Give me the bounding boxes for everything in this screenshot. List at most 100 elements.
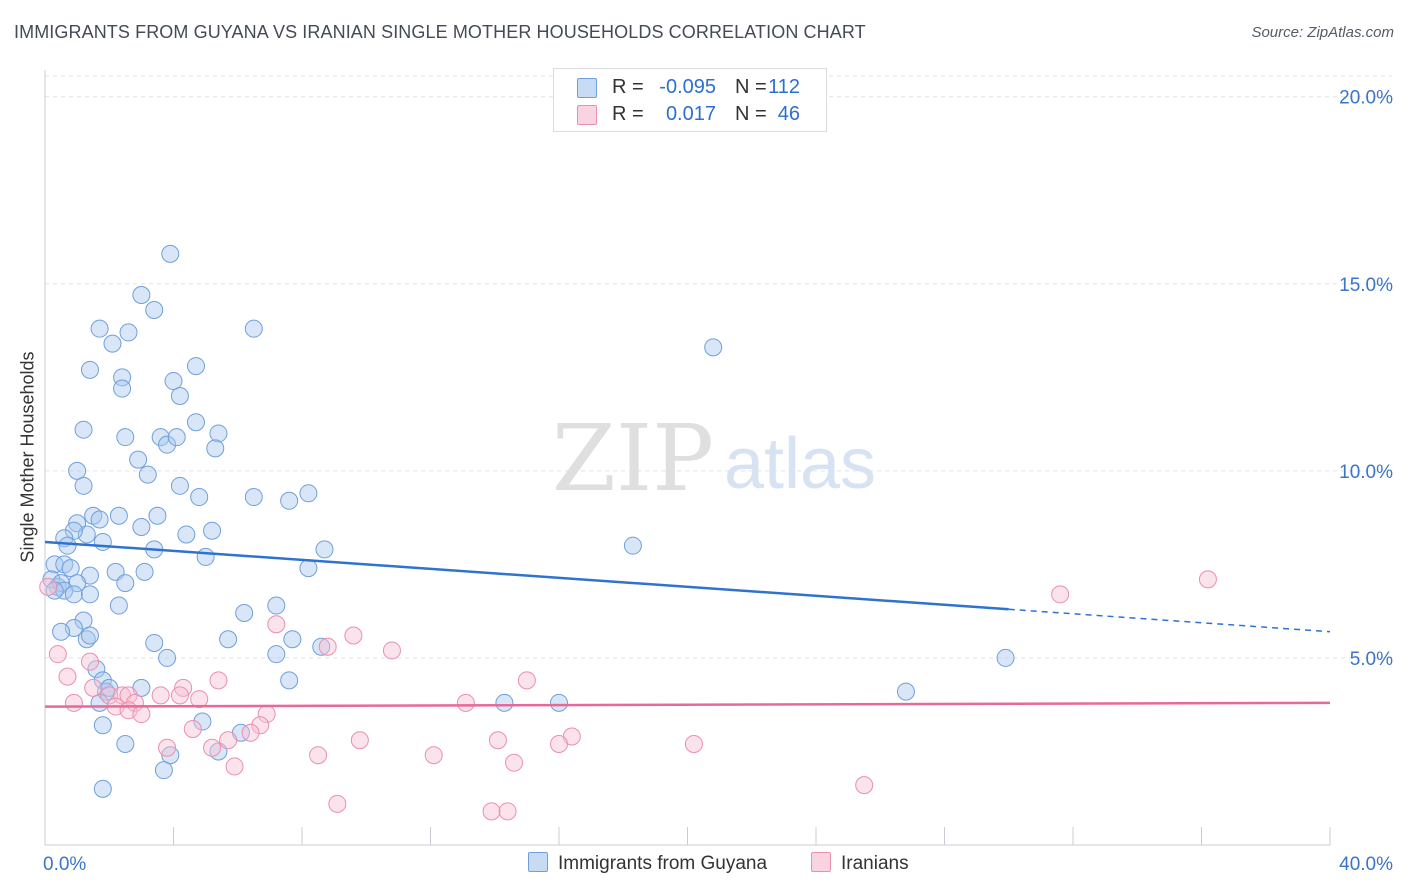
legend-item-guyana[interactable]: Immigrants from Guyana	[528, 852, 767, 875]
guyana-point	[109, 506, 128, 525]
guyana-point	[206, 439, 225, 458]
x-tick-label: 40.0%	[1339, 854, 1393, 875]
iranians-point	[267, 615, 286, 634]
iranians-point	[382, 641, 401, 660]
legend-n-value: 112	[768, 76, 800, 98]
guyana-trend-extension	[1008, 608, 1331, 633]
iranians-point	[424, 746, 443, 765]
iranians-point	[251, 716, 270, 735]
guyana-point	[996, 648, 1015, 667]
guyana-point	[80, 585, 99, 604]
iranians-point	[158, 738, 177, 757]
guyana-point	[116, 574, 135, 593]
guyana-point	[186, 413, 205, 432]
gridlines	[45, 75, 1392, 845]
tick-labels: 5.0% 10.0% 15.0% 20.0% 0.0% 40.0%	[43, 88, 1393, 875]
correlation-legend: R = -0.095 N = 112 R = 0.017 N = 46	[553, 68, 827, 132]
guyana-point	[64, 521, 83, 540]
guyana-point	[90, 510, 109, 529]
chart-title: IMMIGRANTS FROM GUYANA VS IRANIAN SINGLE…	[14, 22, 866, 42]
guyana-point	[74, 420, 93, 439]
watermark-atlas: atlas	[724, 424, 876, 504]
iranians-point	[328, 794, 347, 813]
iranians-point	[58, 667, 77, 686]
guyana-point	[93, 779, 112, 798]
guyana-point	[68, 461, 87, 480]
legend-r-value: 0.017	[665, 103, 716, 125]
iranians-point	[119, 686, 138, 705]
iranians-point	[498, 802, 517, 821]
iranians-point	[855, 776, 874, 795]
guyana-point	[299, 559, 318, 578]
guyana-point	[61, 559, 80, 578]
legend-item-iranians[interactable]: Iranians	[811, 852, 909, 875]
guyana-point	[90, 319, 109, 338]
iranians-point	[48, 645, 67, 664]
iranians-point	[132, 705, 151, 724]
legend-label-iranians: Iranians	[841, 853, 909, 874]
iranians-point	[684, 734, 703, 753]
guyana-point	[132, 517, 151, 536]
guyana-point	[58, 536, 77, 555]
guyana-point	[145, 633, 164, 652]
guyana-point	[495, 693, 514, 712]
guyana-point	[116, 734, 135, 753]
series-legend: Immigrants from Guyana Iranians	[0, 852, 1406, 878]
iranians-point	[80, 652, 99, 671]
guyana-point	[170, 387, 189, 406]
guyana-point	[64, 585, 83, 604]
guyana-point	[93, 671, 112, 690]
iranians-point	[100, 686, 119, 705]
y-tick-label: 20.0%	[1339, 88, 1393, 109]
guyana-trend-line	[44, 540, 1009, 611]
legend-swatch-blue	[528, 852, 548, 872]
watermark: ZIP atlas	[552, 405, 876, 512]
guyana-point	[267, 645, 286, 664]
watermark-zip: ZIP	[552, 405, 714, 512]
iranians-point	[209, 671, 228, 690]
guyana-point	[103, 334, 122, 353]
iranians-point	[64, 693, 83, 712]
x-tick-label: 0.0%	[43, 854, 86, 875]
guyana-point	[145, 300, 164, 319]
guyana-point	[283, 630, 302, 649]
iranians-point	[170, 686, 189, 705]
legend-row-iranians: R = 0.017 N = 46	[554, 101, 826, 129]
iranians-point	[1051, 585, 1070, 604]
iranians-point	[456, 693, 475, 712]
guyana-point	[244, 319, 263, 338]
guyana-point	[219, 630, 238, 649]
guyana-point	[896, 682, 915, 701]
y-tick-label: 5.0%	[1350, 649, 1393, 670]
legend-n-label: N =	[735, 103, 767, 125]
iranians-point	[318, 637, 337, 656]
iranians-point	[225, 757, 244, 776]
iranians-point	[517, 671, 536, 690]
source-note: Source: ZipAtlas.com	[1251, 24, 1394, 41]
guyana-point	[315, 540, 334, 559]
iranians-point	[1198, 570, 1217, 589]
guyana-point	[235, 604, 254, 623]
guyana-point	[267, 596, 286, 615]
guyana-point	[190, 488, 209, 507]
guyana-point	[164, 372, 183, 391]
legend-n-label: N =	[735, 76, 767, 98]
guyana-point	[80, 626, 99, 645]
guyana-point	[158, 435, 177, 454]
guyana-point	[167, 428, 186, 447]
guyana-point	[244, 488, 263, 507]
iranians-trend-line	[44, 701, 1331, 708]
y-tick-label: 15.0%	[1339, 275, 1393, 296]
guyana-point	[312, 637, 331, 656]
iranians-point	[482, 802, 501, 821]
guyana-point	[138, 465, 157, 484]
iranians-point	[151, 686, 170, 705]
guyana-point	[116, 428, 135, 447]
guyana-point	[161, 244, 180, 263]
guyana-point	[193, 712, 212, 731]
iranians-point	[550, 734, 568, 753]
guyana-point	[704, 338, 723, 357]
guyana-point	[196, 547, 215, 566]
iranians-point	[183, 720, 202, 739]
